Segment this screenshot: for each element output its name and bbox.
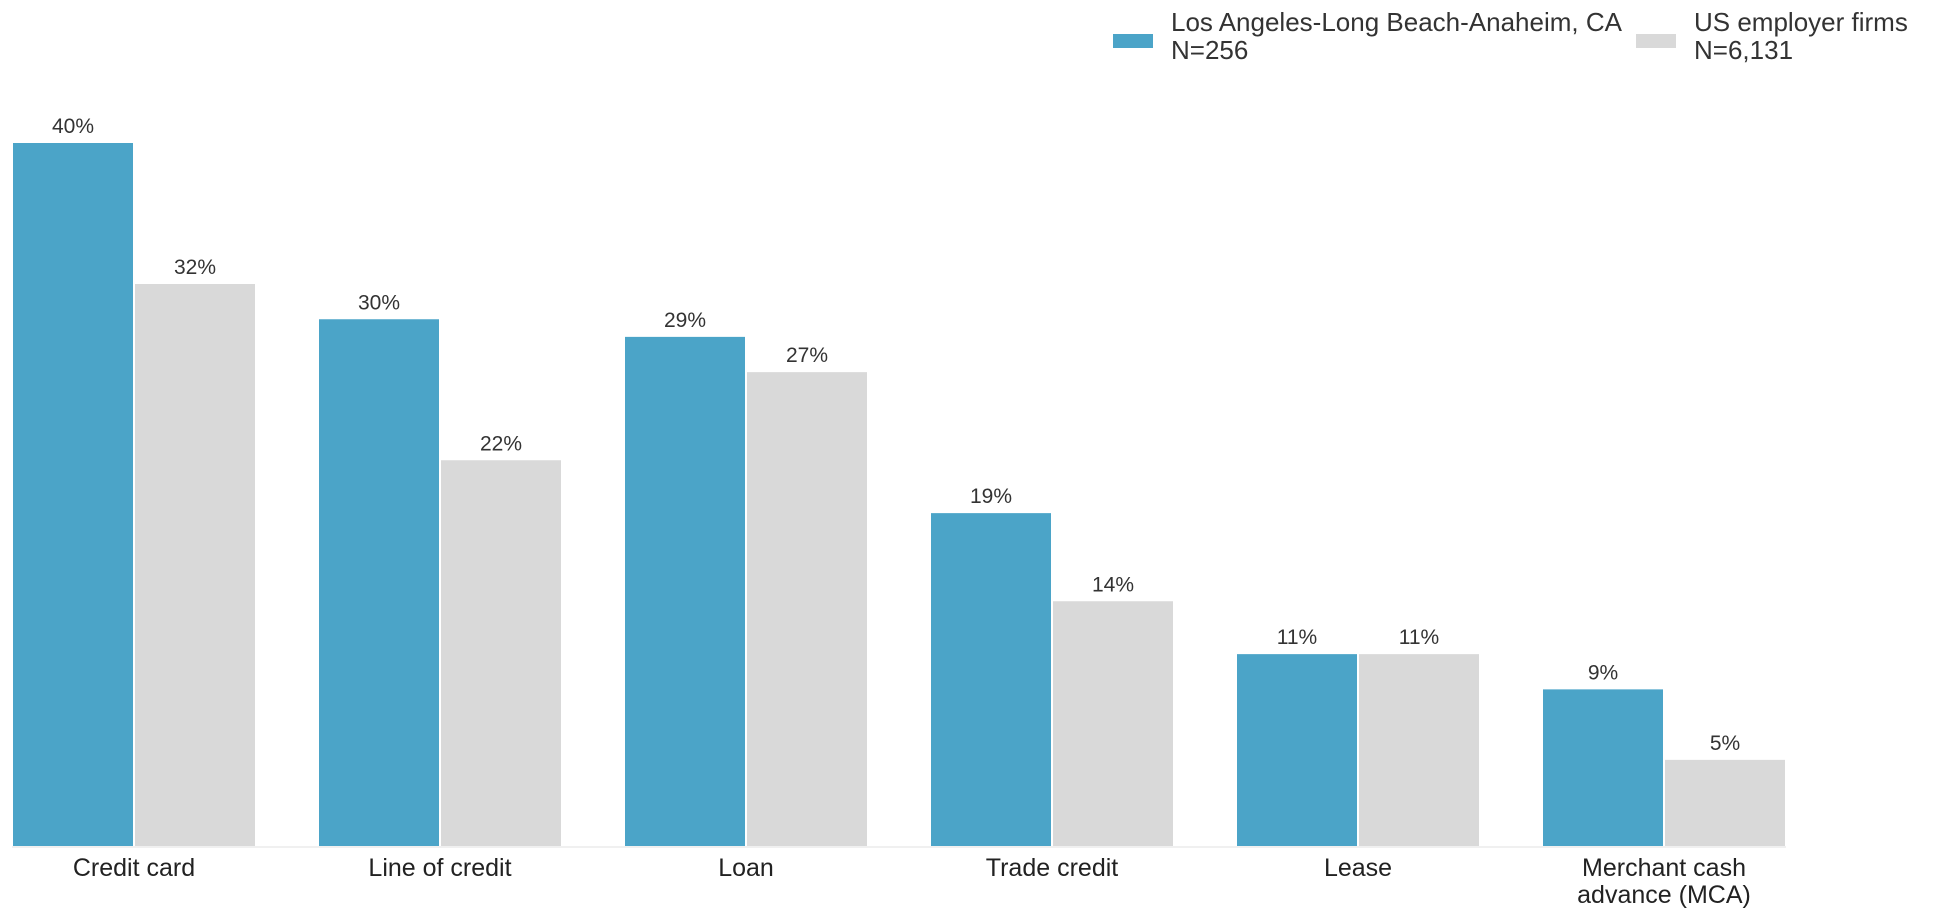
bar-loan-series-1 (745, 370, 869, 848)
category-label-trade-credit: Trade credit (986, 854, 1119, 882)
data-label-merchant-cash-advance-mca-series-1: 5% (1710, 732, 1740, 755)
category-label-lease: Lease (1324, 854, 1392, 882)
bar-trade-credit-series-0 (929, 511, 1053, 848)
legend-swatch-us (1636, 34, 1676, 48)
data-label-trade-credit-series-0: 19% (970, 485, 1012, 508)
data-label-lease-series-0: 11% (1277, 626, 1317, 649)
category-label-merchant-cash-advance-mca: Merchant cash advance (MCA) (1577, 854, 1751, 908)
bar-trade-credit-series-1 (1051, 599, 1175, 848)
data-label-loan-series-1: 27% (786, 344, 828, 367)
bar-loan-series-0 (623, 334, 747, 848)
bar-credit-card-series-0 (11, 141, 135, 848)
bar-line-of-credit-series-0 (317, 317, 441, 848)
legend-label-la: Los Angeles-Long Beach-Anaheim, CA N=256 (1171, 8, 1622, 64)
data-label-merchant-cash-advance-mca-series-0: 9% (1588, 661, 1618, 684)
legend-sample-us: N=6,131 (1694, 35, 1794, 65)
data-label-lease-series-1: 11% (1399, 626, 1439, 649)
category-label-loan: Loan (718, 854, 774, 882)
legend-series-name-la: Los Angeles-Long Beach-Anaheim, CA (1171, 7, 1622, 37)
data-label-trade-credit-series-1: 14% (1092, 573, 1134, 596)
legend-sample-la: N=256 (1171, 35, 1249, 65)
legend-series-name-us: US employer firms (1694, 7, 1908, 37)
legend-item-la: Los Angeles-Long Beach-Anaheim, CA N=256 (1113, 8, 1622, 64)
data-label-credit-card-series-1: 32% (174, 256, 216, 279)
bar-lease-series-1 (1357, 652, 1481, 848)
category-label-credit-card: Credit card (73, 854, 195, 882)
legend-swatch-la (1113, 34, 1153, 48)
legend-label-us: US employer firms N=6,131 (1694, 8, 1908, 64)
bar-line-of-credit-series-1 (439, 458, 563, 848)
bar-merchant-cash-advance-mca-series-1 (1663, 757, 1787, 848)
bar-merchant-cash-advance-mca-series-0 (1541, 687, 1665, 848)
data-label-loan-series-0: 29% (664, 309, 706, 332)
data-label-credit-card-series-0: 40% (52, 115, 94, 138)
legend-item-us: US employer firms N=6,131 (1636, 8, 1908, 64)
bar-lease-series-0 (1235, 652, 1359, 848)
bar-credit-card-series-1 (133, 282, 257, 848)
data-label-line-of-credit-series-1: 22% (480, 432, 522, 455)
category-label-line-of-credit: Line of credit (368, 854, 511, 882)
data-label-line-of-credit-series-0: 30% (358, 291, 400, 314)
